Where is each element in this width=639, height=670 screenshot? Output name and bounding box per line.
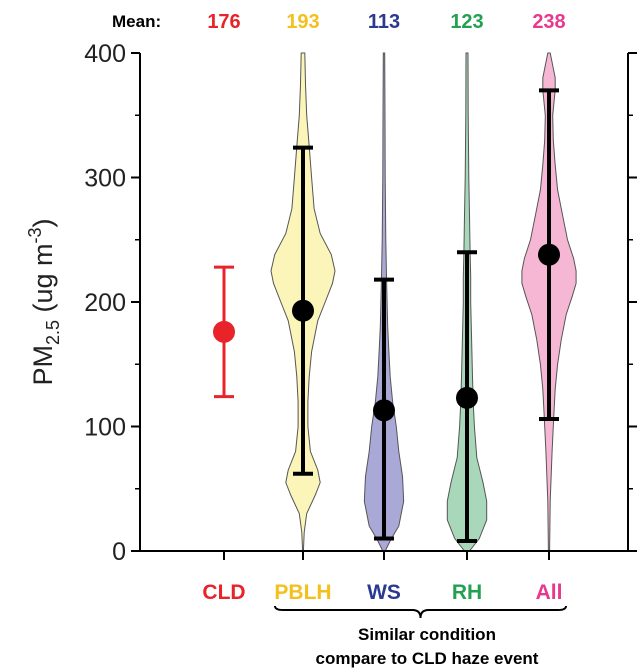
x-category-all: All [536, 581, 563, 604]
y-tick-label: 400 [84, 40, 126, 68]
y-tick-label: 100 [84, 414, 126, 442]
mean-point-all [538, 243, 560, 266]
marks [213, 88, 560, 544]
mean-label: Mean: [112, 12, 161, 31]
mean-value-rh: 123 [450, 11, 483, 33]
y-tick-label: 200 [84, 289, 126, 317]
x-category-cld: CLD [202, 581, 245, 604]
mean-value-pblh: 193 [286, 11, 319, 33]
labels: 0 100 200 300 400 Mean: 176 193 113 123 238 CLD PBLH… [25, 11, 566, 668]
axes [131, 52, 637, 619]
mean-value-ws: 113 [368, 11, 400, 33]
bracket-label-line2: compare to CLD haze event [316, 649, 539, 668]
mean-value-all: 238 [532, 11, 565, 33]
mean-point-cld [213, 320, 235, 343]
y-axis-label-part: 2.5 [43, 320, 63, 345]
bracket-label-line1: Similar condition [358, 625, 496, 644]
y-axis-label-part: ) [28, 218, 58, 227]
y-axis-label-part: -3 [25, 227, 45, 243]
category-brace [274, 605, 567, 619]
y-tick-label: 0 [112, 538, 126, 566]
violins [270, 52, 577, 552]
y-axis-label: PM2.5 (ug m-3) [25, 218, 63, 385]
y-axis-label-part: PM [28, 345, 58, 386]
mean-point-rh [456, 386, 478, 409]
x-category-ws: WS [367, 581, 401, 604]
x-category-pblh: PBLH [274, 581, 331, 604]
mean-point-ws [373, 399, 395, 422]
x-category-rh: RH [452, 581, 482, 604]
mean-point-pblh [292, 299, 314, 322]
y-axis-label-part: (ug m [28, 243, 58, 320]
mean-value-cld: 176 [207, 11, 240, 33]
y-tick-label: 300 [84, 165, 126, 193]
